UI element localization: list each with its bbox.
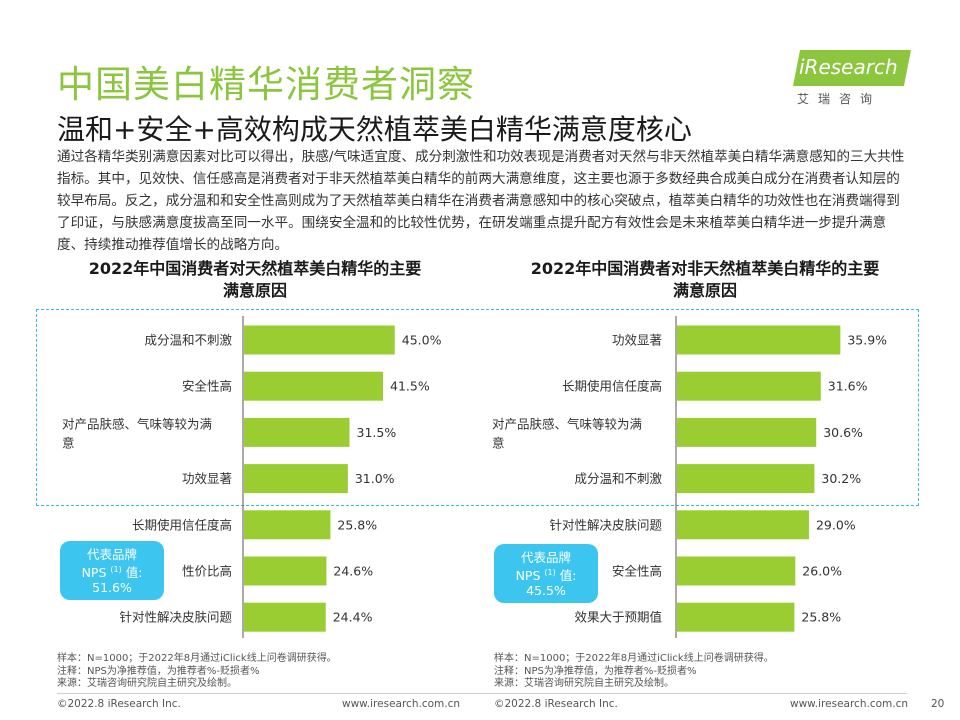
bar [677,602,795,632]
logo-badge [793,50,911,86]
note-nps: 注释：NPS为净推荐值，为推荐者%-贬损者% [494,665,697,677]
right-bar-chart: 功效显著 35.9% 长期使用信任度高 31.6% 对产品肤感、气味等较为满意 30.6%… [492,316,887,638]
bar [244,325,395,355]
left-nps-badge: 代表品牌 NPS (1) 值: 51.6% [60,541,164,600]
bar [244,371,384,401]
nps-suffix: 值: [125,565,143,581]
value-label: 29.0% [816,517,856,532]
bar [244,556,327,586]
category-label: 功效显著 [612,333,662,348]
logo-cn-text: 艾瑞咨询 [797,92,882,106]
left-chart-title: 2022年中国消费者对天然植萃美白精华的主要 满意原因 [55,258,455,302]
category-label: 性价比高 [182,564,232,579]
footer-url-left: www.iresearch.com.cn [342,698,461,710]
page-subtitle: 温和+安全+高效构成天然植萃美白精华满意度核心 [57,113,692,146]
value-label: 35.9% [847,333,887,348]
category-label: 效果大于预期值 [574,610,662,625]
value-label: 24.4% [333,610,373,625]
value-label: 25.8% [801,610,841,625]
bar [677,325,841,355]
right-notes: 样本：N=1000；于2022年8月通过iClick线上问卷调研获得。 注释：N… [494,653,774,691]
bar [244,602,326,632]
nps-footnote: (1) [544,568,556,577]
nps-line1: 代表品牌 [86,547,137,562]
top-four-highlight-box [36,309,919,506]
value-label: 24.6% [333,564,373,579]
nps-value: 45.5% [526,583,566,599]
category-label: 安全性高 [182,379,232,394]
note-sample: 样本：N=1000；于2022年8月通过iClick线上问卷调研获得。 [57,653,337,664]
value-label: 26.0% [802,564,842,579]
category-label: 针对性解决皮肤问题 [549,517,662,532]
right-chart-title-line2: 满意原因 [672,281,737,300]
footer-url-right: www.iresearch.com.cn [790,698,909,710]
value-label: 30.6% [823,425,863,440]
nps-label: NPS [515,568,541,584]
category-label: 成分温和不刺激 [574,471,662,486]
value-label: 31.5% [357,425,397,440]
right-chart-title-line1: 2022年中国消费者对非天然植萃美白精华的主要 [530,259,880,278]
right-nps-badge: 代表品牌 NPS (1) 值: 45.5% [494,544,598,603]
category-label: 长期使用信任度高 [132,517,232,532]
category-label: 安全性高 [612,564,662,579]
summary-paragraph: 通过各精华类别满意因素对比可以得出，肤感/气味适宜度、成分刺激性和功效表现是消费… [57,149,905,253]
value-label: 45.0% [402,333,442,348]
category-label: 功效显著 [182,471,232,486]
nps-line1: 代表品牌 [520,550,571,565]
bar [677,371,821,401]
right-chart-title: 2022年中国消费者对非天然植萃美白精华的主要 满意原因 [495,258,915,302]
page-title: 中国美白精华消费者洞察 [57,63,475,106]
bar [244,417,350,447]
value-label: 25.8% [337,517,377,532]
category-label: 长期使用信任度高 [562,379,662,394]
bar [677,417,817,447]
note-nps: 注释：NPS为净推荐值，为推荐者%-贬损者% [57,665,260,677]
iresearch-logo: iResearch 艾瑞咨询 [793,50,913,108]
value-label: 41.5% [390,379,430,394]
nps-value: 51.6% [92,580,132,596]
nps-line2: NPS (1) 值: [494,565,598,583]
bar [677,510,809,540]
category-label: 对产品肤感、气味等较为满意 [62,416,212,450]
footer-divider [57,693,907,694]
nps-suffix: 值: [559,568,577,584]
logo-text: iResearch [799,55,898,79]
nps-footnote: (1) [110,565,122,574]
left-notes: 样本：N=1000；于2022年8月通过iClick线上问卷调研获得。 注释：N… [57,653,337,691]
category-label: 成分温和不刺激 [144,333,232,348]
note-sample: 样本：N=1000；于2022年8月通过iClick线上问卷调研获得。 [494,653,774,664]
value-label: 30.2% [821,471,861,486]
value-label: 31.6% [828,379,868,394]
note-source: 来源：艾瑞咨询研究院自主研究及绘制。 [494,678,674,689]
footer-copyright-left: ©2022.8 iResearch Inc. [57,698,181,710]
value-label: 31.0% [355,471,395,486]
category-label: 对产品肤感、气味等较为满意 [492,416,642,450]
bar [244,510,331,540]
nps-label: NPS [81,565,107,581]
note-source: 来源：艾瑞咨询研究院自主研究及绘制。 [57,678,237,689]
bar [244,464,348,494]
left-bar-chart: 成分温和不刺激 45.0% 安全性高 41.5% 对产品肤感、气味等较为满意 31.5% 功… [62,316,442,638]
footer-copyright-right: ©2022.8 iResearch Inc. [494,698,618,710]
nps-line2: NPS (1) 值: [60,562,164,580]
page-number: 20 [931,698,945,710]
left-chart-title-line1: 2022年中国消费者对天然植萃美白精华的主要 [88,259,422,278]
category-label: 针对性解决皮肤问题 [119,610,232,625]
bar [677,464,815,494]
bar [677,556,796,586]
left-chart-title-line2: 满意原因 [222,281,287,300]
